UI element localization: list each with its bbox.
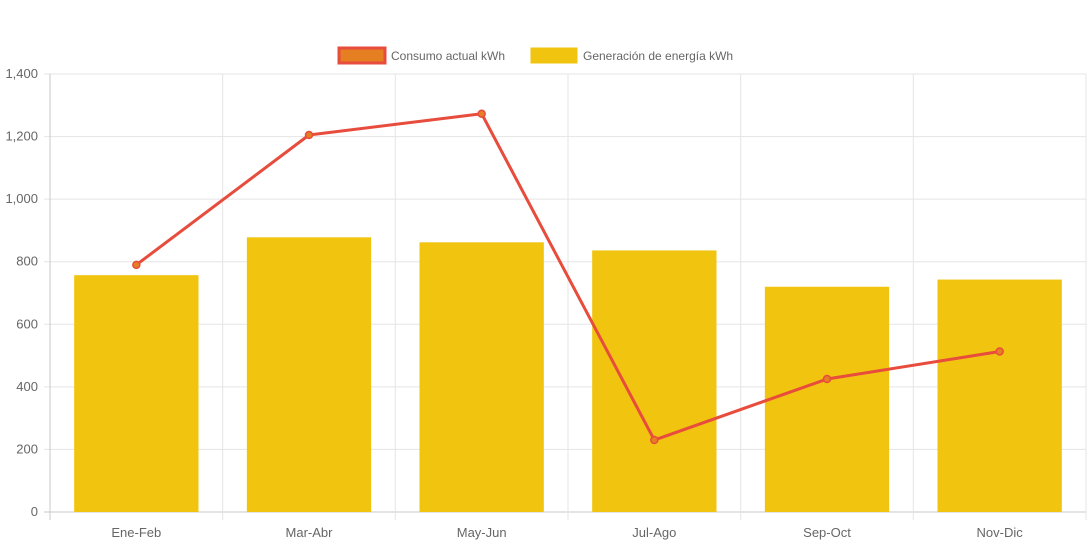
legend-swatch-consumo: [337, 46, 387, 65]
x-tick-label: Ene-Feb: [111, 525, 161, 540]
bar-generacion[interactable]: [764, 286, 890, 512]
legend-label-generacion: Generación de energía kWh: [583, 49, 733, 63]
legend-swatch-generacion: [530, 47, 578, 64]
bar-generacion[interactable]: [74, 275, 199, 512]
x-tick-label: Nov-Dic: [977, 525, 1024, 540]
y-tick-label: 0: [31, 504, 38, 519]
x-tick-label: Jul-Ago: [632, 525, 676, 540]
axis-layer: 0 200 400 600 800 1,000 1,200 1,400 Ene-Feb Mar-A…: [5, 66, 1023, 540]
y-tick-label: 200: [16, 441, 38, 456]
legend: Consumo actual kWh Generación de energía…: [337, 46, 733, 65]
y-tick-label: 1,400: [5, 66, 38, 81]
x-tick-label: Mar-Abr: [286, 525, 334, 540]
point-consumo[interactable]: [477, 109, 486, 118]
point-consumo[interactable]: [822, 374, 832, 384]
y-tick-label: 800: [16, 254, 38, 269]
line-consumo: [135, 112, 1000, 442]
bar-generacion[interactable]: [246, 237, 372, 512]
bar-layer: [74, 237, 1062, 513]
legend-item-consumo[interactable]: Consumo actual kWh: [337, 46, 505, 65]
y-tick-label: 1,200: [5, 129, 38, 144]
bar-generacion[interactable]: [592, 250, 717, 513]
x-tick-label: May-Jun: [457, 525, 507, 540]
point-consumo[interactable]: [995, 347, 1004, 356]
line-layer: [132, 109, 1004, 445]
bar-generacion[interactable]: [937, 279, 1062, 512]
y-tick-label: 1,000: [5, 191, 38, 206]
point-consumo[interactable]: [304, 130, 314, 140]
bar-generacion[interactable]: [419, 242, 544, 512]
y-tick-label: 600: [16, 316, 38, 331]
legend-item-generacion[interactable]: Generación de energía kWh: [530, 47, 733, 64]
grid-layer: [44, 73, 1087, 520]
point-consumo[interactable]: [650, 435, 659, 445]
y-tick-label: 400: [16, 379, 38, 394]
point-consumo[interactable]: [132, 260, 141, 270]
x-tick-label: Sep-Oct: [803, 525, 851, 540]
legend-label-consumo: Consumo actual kWh: [391, 49, 505, 63]
